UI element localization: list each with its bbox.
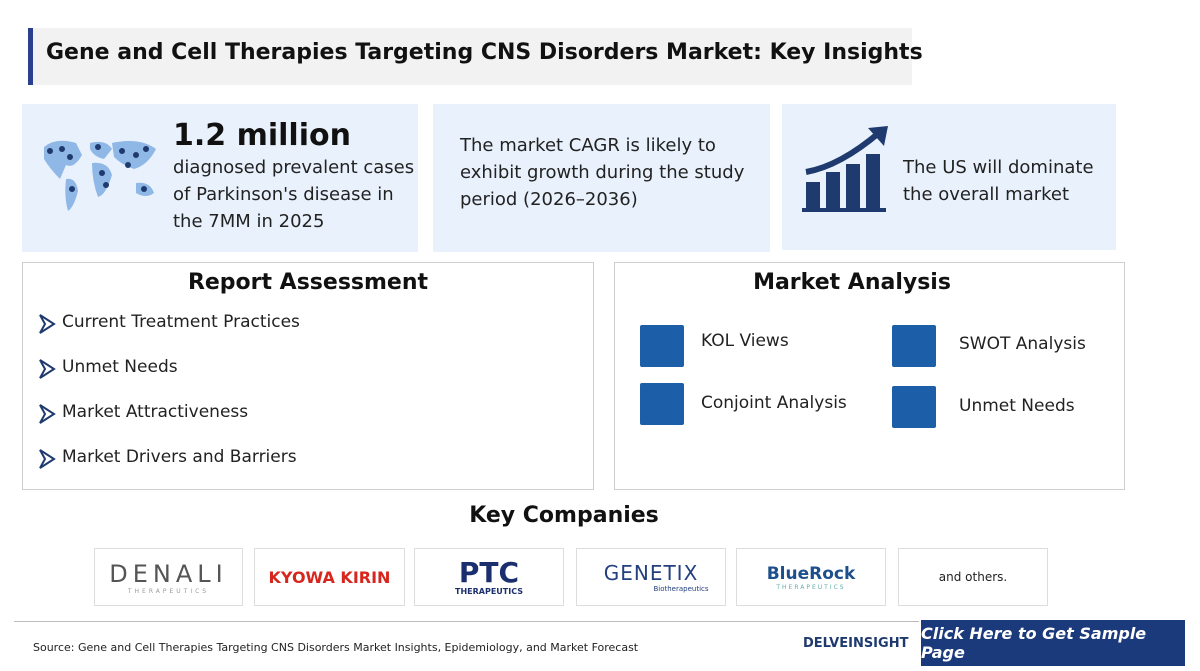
assessment-item: Market Attractiveness (62, 402, 249, 422)
others-text: and others. (938, 570, 1008, 584)
insight-text: diagnosed prevalent cases of Parkinson's… (173, 157, 415, 232)
analysis-item: SWOT Analysis (959, 334, 1086, 354)
assessment-item: Current Treatment Practices (62, 312, 300, 332)
chevron-icon (39, 449, 56, 469)
insight-headline: 1.2 million (173, 118, 351, 153)
others-box: and others. (898, 548, 1048, 606)
analysis-item: Unmet Needs (959, 396, 1075, 416)
title: Gene and Cell Therapies Targeting CNS Di… (46, 40, 923, 65)
swot-icon (892, 325, 936, 367)
unmet-icon (892, 386, 936, 428)
company-name: PTC (458, 555, 520, 589)
panel-heading: Report Assessment (187, 270, 429, 295)
conjoint-icon (640, 383, 684, 425)
chevron-icon (39, 359, 56, 379)
insight-box (22, 104, 418, 252)
insight-box (433, 104, 770, 252)
assessment-item: Unmet Needs (62, 357, 178, 377)
company-logo: DENALI THERAPEUTICS (94, 548, 243, 606)
company-logo: KYOWA KIRIN (254, 548, 405, 606)
company-logo: GENETIX Biotherapeutics (576, 548, 726, 606)
kol-icon (640, 325, 684, 367)
company-tagline: THERAPEUTICS (454, 586, 523, 596)
company-tagline: THERAPEUTICS (776, 583, 846, 591)
market-analysis-panel (614, 262, 1125, 490)
button-label[interactable]: Click Here to Get Sample Page (921, 624, 1147, 662)
company-name: GENETIX (603, 561, 699, 585)
analysis-item: KOL Views (701, 331, 789, 351)
section-heading: Key Companies (469, 503, 659, 528)
company-tagline: Biotherapeutics (653, 585, 709, 593)
report-assessment-panel (22, 262, 594, 490)
company-name: DENALI (109, 559, 228, 588)
analysis-item: Conjoint Analysis (701, 393, 847, 413)
brand-logo: DELVEINSIGHT (803, 636, 909, 651)
chevron-icon (39, 404, 56, 424)
company-logo: PTC THERAPEUTICS (414, 548, 564, 606)
source-note: Source: Gene and Cell Therapies Targetin… (33, 641, 639, 654)
insight-text: The US will dominate the overall market (903, 157, 1094, 205)
company-name: KYOWA KIRIN (268, 567, 391, 587)
panel-heading: Market Analysis (753, 270, 951, 295)
insight-text: The market CAGR is likely to exhibit gro… (460, 135, 745, 210)
footer-rule (14, 621, 919, 622)
world-map-icon (44, 140, 156, 211)
chevron-icon (39, 314, 56, 334)
title-box (28, 28, 912, 85)
growth-chart-icon (802, 126, 888, 212)
company-logo: BlueRock THERAPEUTICS (736, 548, 886, 606)
sample-page-button[interactable]: Click Here to Get Sample Page (921, 620, 1185, 666)
company-name: BlueRock (766, 563, 856, 584)
assessment-item: Market Drivers and Barriers (62, 447, 297, 467)
company-tagline: THERAPEUTICS (127, 587, 210, 595)
